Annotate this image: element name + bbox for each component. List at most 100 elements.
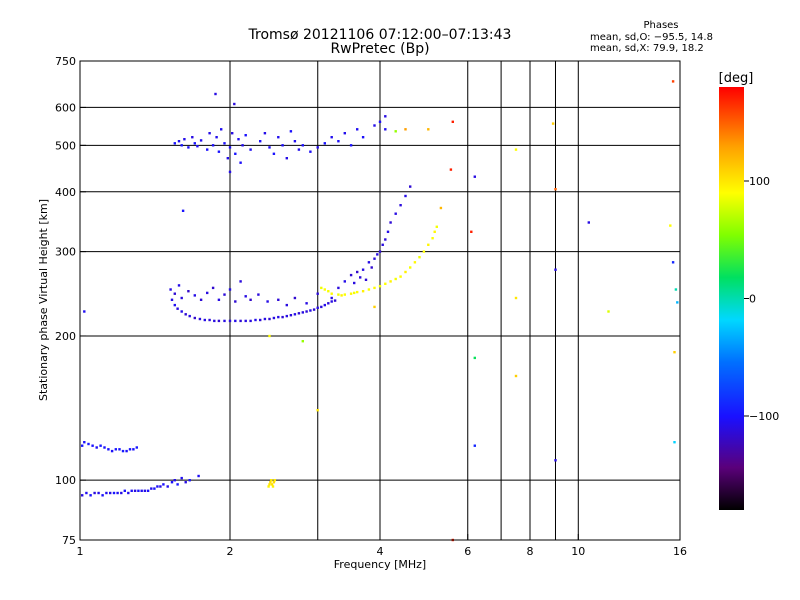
- data-point: [208, 318, 211, 322]
- data-point: [87, 442, 90, 446]
- data-point: [234, 319, 237, 323]
- y-tick-label: 75: [62, 534, 76, 547]
- data-point: [239, 161, 242, 164]
- data-point: [217, 150, 221, 153]
- data-point: [123, 489, 126, 492]
- data-point: [103, 446, 106, 449]
- data-point: [223, 319, 226, 323]
- data-point: [140, 489, 143, 492]
- data-point: [607, 310, 610, 313]
- data-point: [356, 290, 359, 294]
- data-point: [281, 315, 284, 319]
- data-point: [320, 305, 323, 309]
- data-point: [226, 157, 229, 160]
- data-point: [349, 292, 353, 295]
- data-point: [237, 138, 240, 141]
- data-point: [359, 276, 362, 279]
- data-point: [277, 315, 280, 319]
- data-point: [244, 134, 247, 137]
- data-point: [285, 314, 288, 318]
- data-point: [316, 292, 319, 295]
- data-point: [378, 285, 382, 288]
- data-point: [330, 292, 333, 295]
- data-point: [120, 491, 123, 495]
- data-point: [364, 278, 368, 281]
- data-point: [330, 300, 333, 303]
- data-point: [196, 145, 199, 148]
- data-point: [109, 491, 112, 495]
- data-point: [233, 102, 236, 106]
- data-point: [305, 310, 308, 313]
- data-point: [323, 303, 326, 307]
- data-point: [277, 298, 280, 301]
- data-point: [193, 294, 196, 297]
- data-point: [361, 290, 365, 293]
- x-tick-label: 2: [227, 545, 234, 558]
- colorbar-tick-label: 0: [749, 293, 756, 306]
- data-point: [399, 204, 402, 207]
- data-point: [330, 136, 333, 139]
- data-point: [133, 489, 137, 492]
- data-point: [244, 319, 247, 323]
- data-point: [217, 319, 221, 323]
- data-point: [470, 230, 473, 233]
- data-point: [376, 253, 379, 256]
- data-point: [107, 448, 110, 451]
- data-point: [272, 481, 276, 484]
- data-point: [367, 288, 371, 291]
- data-point: [184, 481, 187, 484]
- data-point: [184, 313, 187, 316]
- data-point: [118, 448, 121, 451]
- data-point: [316, 306, 319, 309]
- data-point: [340, 294, 343, 297]
- data-point: [327, 302, 330, 305]
- data-point: [263, 132, 267, 135]
- data-point: [418, 256, 421, 259]
- data-point: [197, 474, 200, 478]
- chart-title-line1: Tromsø 20121106 07:12:00–07:13:43: [248, 27, 512, 43]
- x-tick-label: 16: [673, 545, 687, 558]
- data-point: [206, 148, 209, 151]
- data-point: [166, 485, 169, 488]
- data-point: [159, 485, 162, 488]
- data-point: [180, 144, 183, 147]
- data-point: [337, 293, 340, 296]
- data-point: [181, 209, 185, 212]
- data-point: [114, 448, 117, 451]
- data-point: [333, 299, 337, 302]
- y-tick-label: 600: [55, 101, 76, 114]
- data-point: [249, 319, 252, 323]
- data-point: [514, 148, 518, 151]
- data-point: [381, 243, 384, 246]
- data-point: [173, 479, 176, 482]
- data-point: [514, 296, 518, 300]
- data-point: [301, 144, 304, 147]
- colorbar-tick-label: −100: [749, 410, 779, 423]
- data-point: [173, 142, 176, 145]
- data-point: [343, 132, 346, 135]
- data-point: [153, 487, 156, 490]
- data-point: [199, 139, 203, 142]
- data-point: [91, 444, 94, 447]
- data-point: [394, 277, 397, 281]
- data-point: [285, 303, 288, 307]
- data-point: [337, 140, 340, 143]
- data-point: [373, 257, 376, 260]
- data-point: [409, 266, 412, 269]
- data-point: [399, 275, 402, 278]
- data-point: [676, 301, 679, 304]
- chart-title-line2: RwPretec (Bp): [330, 41, 430, 57]
- data-point: [473, 175, 476, 178]
- data-point: [239, 280, 242, 283]
- data-point: [356, 270, 359, 274]
- data-point: [316, 146, 319, 149]
- data-point: [228, 146, 232, 149]
- x-tick-label: 1: [77, 545, 84, 558]
- data-point: [110, 449, 114, 453]
- data-point: [228, 319, 232, 323]
- data-point: [234, 152, 237, 155]
- data-point: [191, 136, 194, 139]
- data-point: [125, 449, 128, 453]
- data-point: [249, 298, 252, 301]
- data-point: [143, 489, 147, 492]
